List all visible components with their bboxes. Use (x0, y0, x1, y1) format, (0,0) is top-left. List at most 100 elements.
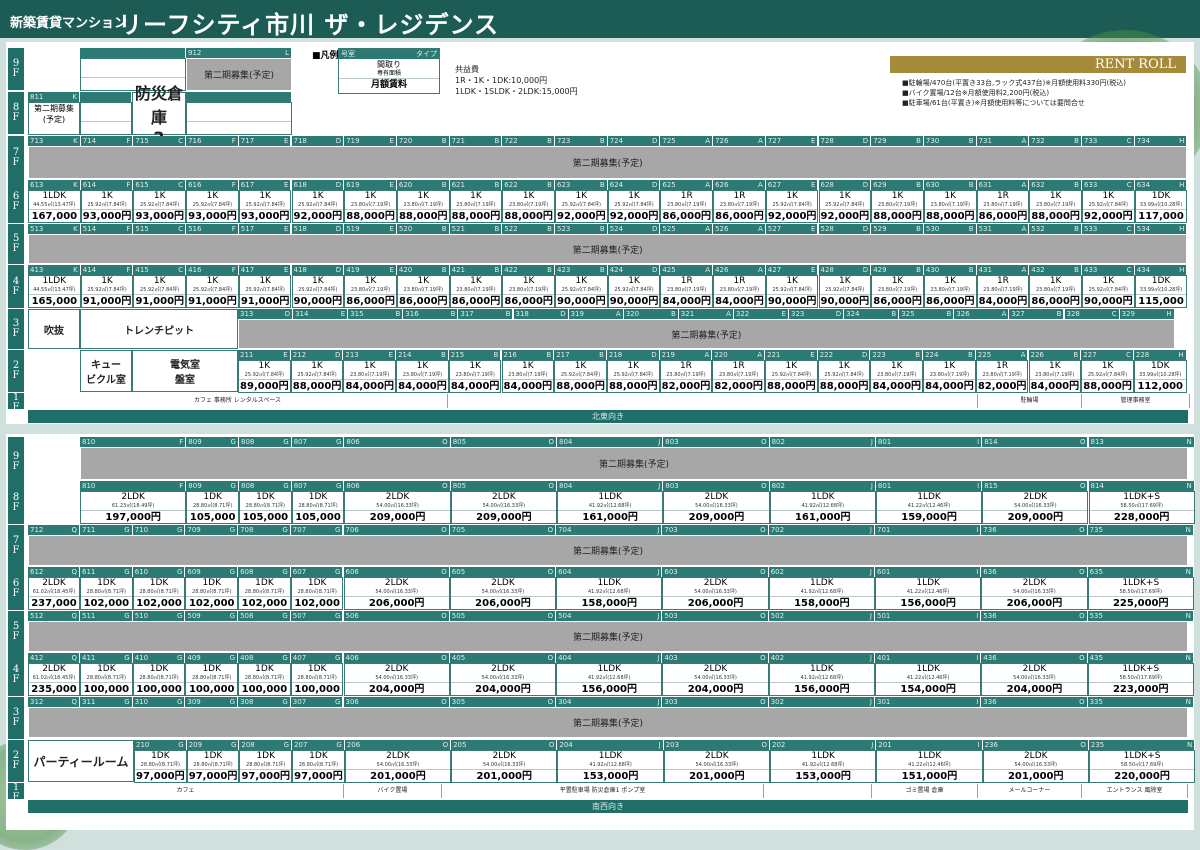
unit-header: 422 B (502, 265, 555, 275)
unit-rent: 156,000円 (794, 684, 850, 695)
unit-header: 213 E (343, 350, 397, 360)
unit-header: 736 O (981, 525, 1088, 535)
unit-rent: 97,000円 (241, 771, 291, 782)
unit-type: B (493, 351, 499, 359)
unit-rent: 90,000円 (557, 296, 606, 307)
unit-type: J (869, 612, 872, 620)
unit-layout: 1LDK (598, 751, 623, 761)
unit-type: B (916, 137, 921, 145)
unit-header: 406 O (343, 653, 450, 663)
unit-type: D (862, 225, 869, 233)
unit-header: 521 B (449, 224, 503, 234)
unit-cell: 1K 25.92㎡(7.84坪) 93,000円 (133, 190, 187, 223)
unit-rent: 97,000円 (136, 771, 185, 782)
unit-area: 41.92㎡(12.68坪) (558, 762, 663, 770)
unit-layout: 1K (943, 361, 956, 371)
unit-number: 815 (984, 482, 998, 490)
unit-rent: 82,000円 (661, 381, 711, 392)
unit-cell: 1LDK+S 58.50㎡(17.69坪) 225,000円 (1087, 577, 1194, 610)
unit-type: O (442, 741, 449, 749)
floor-label-char: F (12, 792, 20, 803)
unit-layout: 1LDK (917, 492, 941, 502)
unit-header: 710 G (132, 525, 186, 535)
unit-number: 421 (451, 266, 465, 274)
unit-type: D (651, 266, 658, 274)
unit-area: 23.80㎡(7.19坪) (924, 372, 975, 380)
unit-area: 28.80㎡(8.71坪) (187, 762, 239, 770)
unit-header: 501 I (875, 611, 982, 621)
unit-number: 734 (1136, 137, 1151, 145)
unit-cell: 1R 23.80㎡(7.19坪) 82,000円 (975, 360, 1029, 393)
unit-number: 420 (398, 266, 413, 274)
unit-number: 429 (873, 266, 887, 274)
unit-type: O (760, 654, 766, 662)
unit-number: 435 (1089, 654, 1103, 662)
unit-rent: 93,000円 (82, 211, 132, 222)
unit-type: G (176, 654, 183, 662)
unit-cell: 1K 23.80㎡(7.19坪) 86,000円 (923, 275, 977, 308)
unit-type: G (282, 654, 288, 662)
unit-type: J (869, 698, 872, 706)
floor-label-char: F (12, 285, 20, 297)
unit-cell: 1K 25.92㎡(7.84坪) 93,000円 (186, 190, 239, 223)
unit-area: 25.92㎡(7.84坪) (556, 287, 607, 295)
unit-rent: 100,000円 (294, 684, 340, 695)
unit-cell: 1LDK 41.92㎡(12.68坪) 156,000円 (556, 663, 663, 696)
unit-number: 202 (772, 741, 786, 749)
common-fee-line1: 1R・1K・1DK:10,000円 (455, 76, 548, 85)
unit-number: 730 (925, 137, 940, 145)
unit-number: 633 (1084, 181, 1098, 189)
unit-number: 536 (983, 612, 997, 620)
unit-type: O (761, 741, 767, 749)
unit-type: D (862, 266, 869, 274)
unit-area: 25.92㎡(7.84坪) (1083, 202, 1134, 210)
unit-type: O (441, 568, 447, 576)
unit-header: 609 G (185, 567, 239, 577)
unit-cell: 1LDK 41.92㎡(12.68坪) 158,000円 (768, 577, 875, 610)
unit-rent: 206,000円 (368, 598, 425, 609)
unit-type: G (230, 438, 236, 446)
floor-label-char: 3 (12, 318, 20, 329)
unit-rent: 102,000円 (83, 598, 130, 609)
unit-layout: 1K (1049, 191, 1062, 201)
unit-number: 808 (241, 438, 255, 446)
unit-header: 803 O (663, 437, 770, 447)
unit-header: 436 O (981, 653, 1088, 663)
unit-header: 312 Q (28, 697, 80, 707)
unit-header: 612 Q (28, 567, 80, 577)
unit-layout: 1R (733, 276, 746, 286)
unit-type: O (760, 612, 766, 620)
unit-area: 23.80㎡(7.19坪) (1029, 372, 1081, 380)
unit-number: 708 (240, 526, 254, 534)
unit-number: 335 (1089, 698, 1103, 706)
unit-cell: 1LDK 41.92㎡(12.68坪) 158,000円 (556, 577, 663, 610)
unit-number: 521 (451, 225, 465, 233)
unit-number: 610 (134, 568, 149, 576)
unit-area: 44.55㎡(13.47坪) (29, 202, 80, 210)
floor-label-char: 9 (12, 451, 20, 462)
unit-layout: 2LDK (384, 578, 409, 588)
unit-type: A (1021, 225, 1027, 233)
unit-header: 620 B (396, 180, 450, 190)
unit-rent: 225,000円 (1112, 598, 1169, 609)
unit-type: A (1020, 351, 1026, 359)
unit-rent: 100,000円 (188, 684, 235, 695)
unit-cell: 1R 23.80㎡(7.19坪) 86,000円 (713, 190, 766, 223)
floor-label-char: 5 (12, 621, 20, 632)
unit-type: A (1021, 181, 1027, 189)
unit-header: 815 O (982, 481, 1089, 491)
unit-number: 623 (557, 181, 571, 189)
unit-header: 533 C (1082, 224, 1135, 234)
unit-layout: 1K (206, 191, 219, 201)
unit-header: 627 E (765, 180, 819, 190)
unit-cell: 1K 23.80㎡(7.19坪) 88,000円 (449, 190, 503, 223)
unit-header: 426 A (713, 265, 766, 275)
unit-header: 204 J (557, 740, 664, 750)
unit-number: 201 (878, 741, 892, 749)
